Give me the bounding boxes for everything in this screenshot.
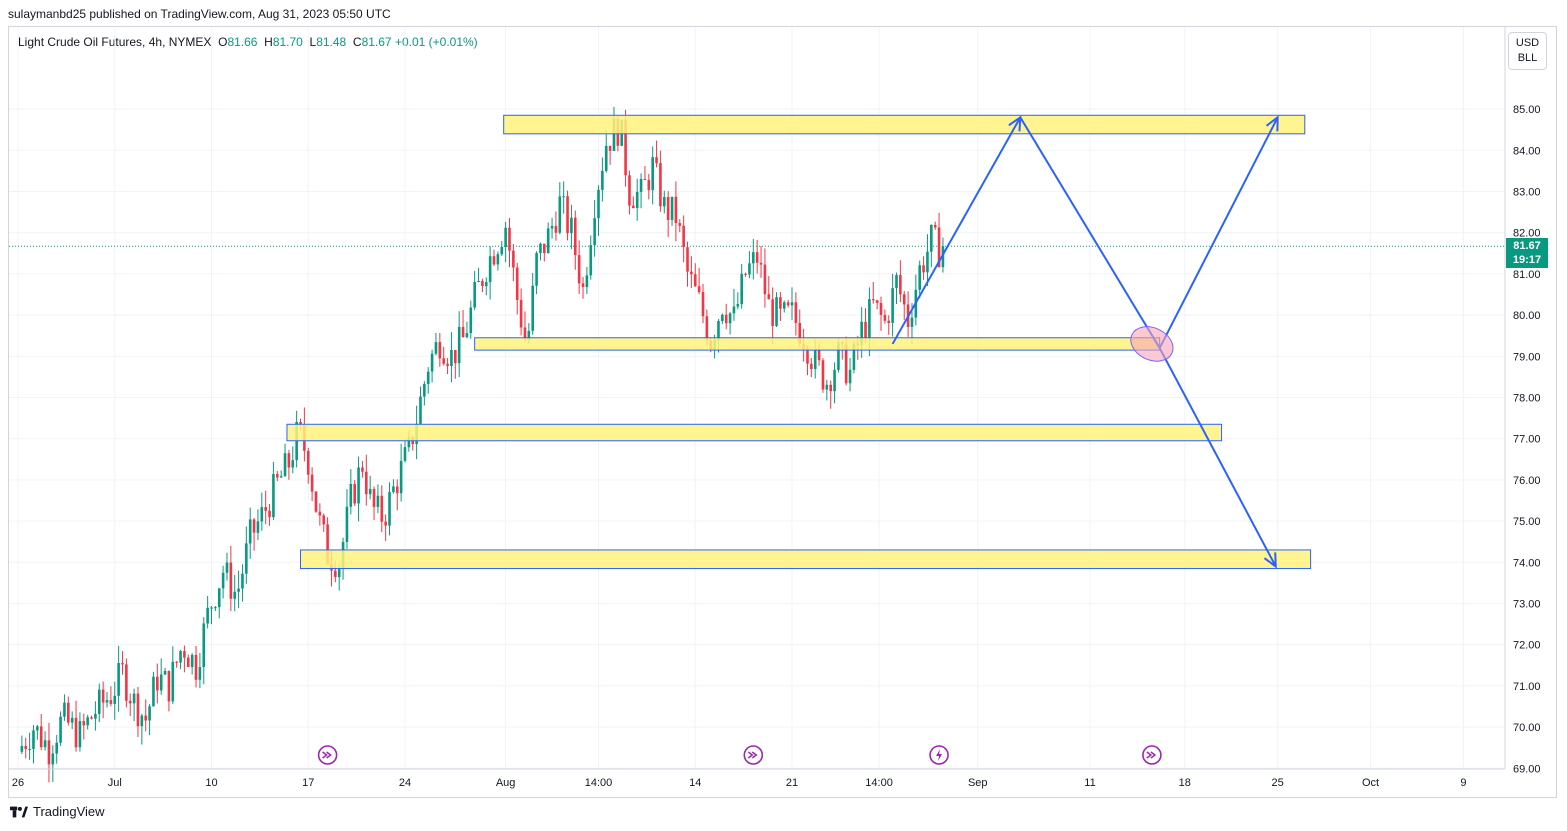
publisher-line: sulaymanbd25 published on TradingView.co… <box>8 7 391 21</box>
high-label: H <box>264 35 273 49</box>
bar-countdown: 19:17 <box>1512 254 1542 267</box>
chart-pane[interactable] <box>8 26 1557 798</box>
unit-label: BLL <box>1517 52 1538 64</box>
tradingview-logo-icon <box>10 806 28 817</box>
currency-unit-button[interactable]: USD BLL <box>1508 32 1547 70</box>
low-value: 81.48 <box>316 35 347 49</box>
last-price-value: 81.67 <box>1513 240 1541 253</box>
change-value: +0.01 (+0.01%) <box>394 35 478 49</box>
symbol-name[interactable]: Light Crude Oil Futures, 4h, NYMEX <box>18 35 212 49</box>
symbol-legend: Light Crude Oil Futures, 4h, NYMEX O81.6… <box>18 35 478 49</box>
open-value: 81.66 <box>227 35 258 49</box>
currency-label: USD <box>1515 37 1540 49</box>
close-value: 81.67 <box>361 35 392 49</box>
high-value: 81.70 <box>272 35 303 49</box>
open-label: O <box>218 35 228 49</box>
last-price-label: 81.67 19:17 <box>1506 238 1548 269</box>
tradingview-brand: TradingView <box>33 804 105 819</box>
low-label: L <box>309 35 317 49</box>
close-label: C <box>352 35 362 49</box>
tradingview-logo[interactable]: TradingView <box>10 804 105 819</box>
